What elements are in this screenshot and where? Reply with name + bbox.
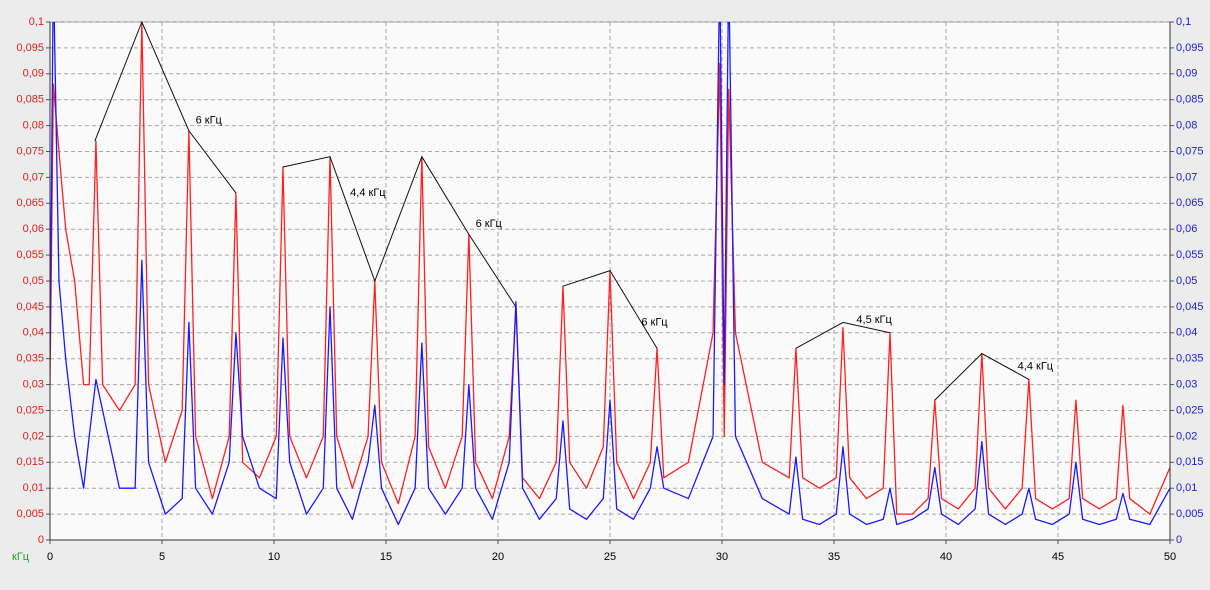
y-tick-label: 0,01 [23, 482, 44, 494]
y2-tick-label: 0,065 [1176, 197, 1204, 209]
axes: 00,0050,010,0150,020,0250,030,0350,040,0… [12, 16, 1204, 563]
series-layer [50, 22, 1170, 526]
y-tick-label: 0,095 [16, 42, 44, 54]
y2-tick-label: 0,07 [1176, 171, 1197, 183]
y2-tick-label: 0,06 [1176, 223, 1197, 235]
y-tick-label: 0,02 [23, 430, 44, 442]
y-tick-label: 0,07 [23, 171, 44, 183]
y2-tick-label: 0,025 [1176, 404, 1204, 416]
envelope-line [94, 20, 237, 194]
x-tick-label: 40 [940, 551, 952, 563]
y2-tick-label: 0,05 [1176, 275, 1197, 287]
x-tick-label: 45 [1052, 551, 1064, 563]
y2-tick-label: 0,005 [1176, 508, 1204, 520]
series-line [50, 22, 1170, 526]
y2-tick-label: 0,02 [1176, 430, 1197, 442]
y2-tick-label: 0,015 [1176, 456, 1204, 468]
grid [49, 21, 1171, 541]
y-tick-label: 0,055 [16, 249, 44, 261]
y-tick-label: 0,05 [23, 275, 44, 287]
annotation: 6 кГц [476, 218, 503, 230]
x-tick-label: 25 [604, 551, 616, 563]
annotation: 6 кГц [641, 316, 668, 328]
y-tick-label: 0,085 [16, 94, 44, 106]
annotation: 4,4 кГц [1018, 360, 1054, 372]
y2-tick-label: 0,1 [1176, 16, 1191, 28]
y2-tick-label: 0,045 [1176, 301, 1204, 313]
y2-tick-label: 0,03 [1176, 379, 1197, 391]
x-tick-label: 35 [828, 551, 840, 563]
y2-tick-label: 0,08 [1176, 120, 1197, 132]
y-tick-label: 0,04 [23, 327, 44, 339]
x-tick-label: 30 [716, 551, 728, 563]
y-tick-label: 0,03 [23, 379, 44, 391]
y2-tick-label: 0,095 [1176, 42, 1204, 54]
envelope-line [795, 321, 891, 349]
y2-tick-label: 0,035 [1176, 353, 1204, 365]
annotation: 4,5 кГц [856, 314, 892, 326]
envelope-line [934, 352, 1030, 401]
y2-tick-label: 0,04 [1176, 327, 1197, 339]
x-unit-label: кГц [12, 551, 30, 563]
y-tick-label: 0,065 [16, 197, 44, 209]
envelope-line [282, 155, 517, 308]
y-tick-label: 0,015 [16, 456, 44, 468]
x-tick-label: 15 [380, 551, 392, 563]
x-tick-label: 20 [492, 551, 504, 563]
annotation-layer: 6 кГц 4,4 кГц 6 кГц 6 кГц 4,5 кГц 4,4 кГц [94, 20, 1054, 401]
y-tick-label: 0,045 [16, 301, 44, 313]
y-tick-label: 0,075 [16, 145, 44, 157]
y2-tick-label: 0,085 [1176, 94, 1204, 106]
y2-tick-label: 0 [1176, 534, 1182, 546]
y-tick-label: 0,06 [23, 223, 44, 235]
y-tick-label: 0,09 [23, 68, 44, 80]
envelope-line [562, 270, 658, 349]
x-tick-label: 10 [268, 551, 280, 563]
y2-tick-label: 0,055 [1176, 249, 1204, 261]
y-tick-label: 0 [38, 534, 44, 546]
y2-tick-label: 0,01 [1176, 482, 1197, 494]
y-tick-label: 0,08 [23, 120, 44, 132]
x-tick-label: 50 [1164, 551, 1176, 563]
y-tick-label: 0,005 [16, 508, 44, 520]
y-tick-label: 0,035 [16, 353, 44, 365]
annotation: 4,4 кГц [350, 187, 386, 199]
y2-tick-label: 0,075 [1176, 145, 1204, 157]
x-tick-label: 0 [47, 551, 53, 563]
x-tick-label: 5 [159, 551, 165, 563]
y2-tick-label: 0,09 [1176, 68, 1197, 80]
y-tick-label: 0,025 [16, 404, 44, 416]
annotation: 6 кГц [196, 114, 223, 126]
series-line [50, 22, 1170, 515]
y-tick-label: 0,1 [29, 16, 44, 28]
